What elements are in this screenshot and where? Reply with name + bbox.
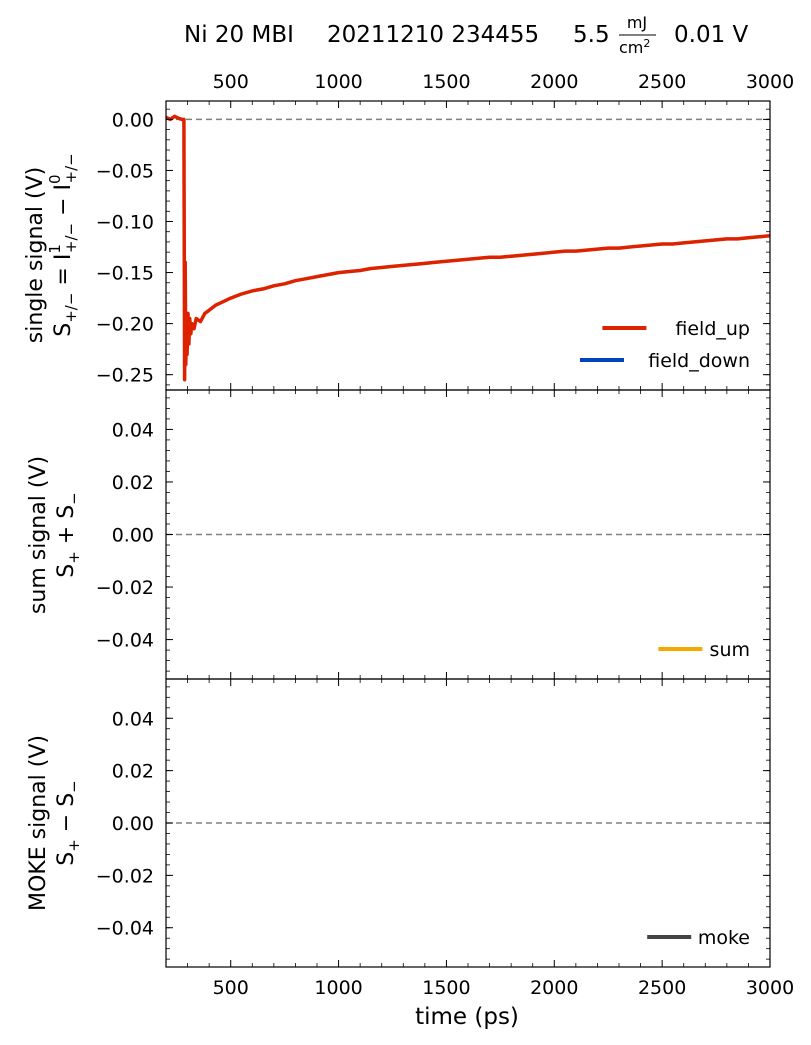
ylabel-moke: MOKE signal (V) — [26, 735, 51, 911]
y-tick-label: −0.20 — [96, 314, 154, 336]
y-tick-label: −0.10 — [96, 212, 154, 234]
title-fluence-value: 5.5 — [573, 22, 610, 48]
top-tick-label: 2000 — [530, 71, 578, 93]
svg-text:S+ − S−: S+ − S− — [54, 780, 83, 866]
x-tick-label: 500 — [213, 977, 249, 999]
ylabel-sum-formula: S+ + S− — [54, 492, 83, 578]
ylabel-moke-formula: S+ − S− — [54, 780, 83, 866]
y-tick-label: −0.02 — [96, 865, 154, 887]
x-tick-label: 3000 — [746, 977, 794, 999]
y-tick-label: 0.02 — [112, 472, 154, 494]
y-tick-label: 0.04 — [112, 708, 154, 730]
title-fluence-unit-num: mJ — [627, 13, 647, 32]
x-tick-label: 1000 — [314, 977, 362, 999]
y-tick-label: 0.00 — [112, 813, 154, 835]
y-tick-label: −0.02 — [96, 577, 154, 599]
title-sample: Ni 20 MBI — [184, 22, 294, 48]
panel-moke-signal: 0.04 0.02 0.00 −0.02 −0.04 moke 500 1000 1500 200… — [96, 678, 794, 999]
y-tick-label: 0.02 — [112, 761, 154, 783]
ylabel-sum-main: sum signal (V) — [26, 456, 51, 614]
y-tick-label: −0.04 — [96, 630, 154, 652]
panel-single-signal: 0.00 −0.05 −0.10 −0.15 −0.20 −0.25 field_upfie… — [96, 100, 771, 391]
x-axis-label: time (ps) — [415, 1004, 519, 1030]
legend-label-field_down: field_down — [648, 350, 750, 372]
top-tick-label: 1000 — [314, 71, 362, 93]
y-tick-label: 0.00 — [112, 525, 154, 547]
chart-title: Ni 20 MBI 20211210 234455 5.5 mJ cm2 0.0… — [184, 13, 749, 57]
y-tick-label: 0.00 — [112, 109, 154, 131]
svg-text:S+/− = I1+/− − I0+/−: S+/− = I1+/− − I0+/− — [46, 153, 80, 337]
ylabel-single-formula: S+/− = I1+/− − I0+/− — [46, 153, 80, 337]
title-fluence-unit-den: cm2 — [619, 37, 650, 57]
top-tick-label: 3000 — [746, 71, 794, 93]
ylabel-single: single signal (V) — [23, 167, 48, 343]
series-line-field_up — [165, 114, 771, 382]
title-voltage: 0.01 V — [674, 22, 749, 48]
ylabel-moke-main: MOKE signal (V) — [26, 735, 51, 911]
legend-label-sum: sum — [710, 639, 750, 661]
y-tick-label: −0.04 — [96, 918, 154, 940]
panel-sum-signal: 0.04 0.02 0.00 −0.02 −0.04 sum — [96, 389, 771, 680]
top-tick-label: 1500 — [422, 71, 470, 93]
top-axis-tick-labels: 500 1000 1500 2000 2500 3000 — [213, 71, 795, 93]
title-datetime: 20211210 234455 — [327, 22, 539, 48]
x-tick-label: 2000 — [530, 977, 578, 999]
svg-text:S+ + S−: S+ + S− — [54, 492, 83, 578]
y-tick-label: 0.04 — [112, 419, 154, 441]
top-tick-label: 2500 — [638, 71, 686, 93]
top-tick-label: 500 — [213, 71, 249, 93]
ylabel-single-main: single signal (V) — [23, 167, 48, 343]
y-tick-label: −0.25 — [96, 365, 154, 387]
x-tick-label: 1500 — [422, 977, 470, 999]
y-tick-label: −0.05 — [96, 160, 154, 182]
x-tick-label: 2500 — [638, 977, 686, 999]
ylabel-sum: sum signal (V) — [26, 456, 51, 614]
legend-label-field_up: field_up — [675, 318, 750, 340]
legend-label-moke: moke — [698, 927, 750, 949]
plot-frame — [165, 100, 771, 391]
y-tick-label: −0.15 — [96, 263, 154, 285]
